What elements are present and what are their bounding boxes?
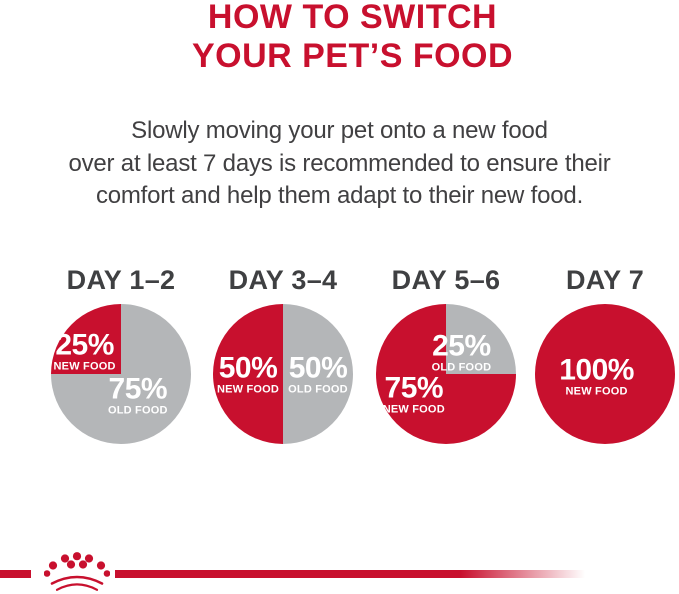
footer-accent-bar-right bbox=[115, 570, 595, 578]
day-label-3-4: DAY 3–4 bbox=[228, 265, 338, 295]
day-label-7: DAY 7 bbox=[565, 265, 645, 295]
pie3-old-food-name: OLD FOOD bbox=[431, 361, 492, 374]
page-title: HOW TO SWITCH YOUR PET’S FOOD bbox=[13, 0, 679, 76]
royal-canin-crown-icon bbox=[44, 552, 110, 591]
pie1-old-food-name: OLD FOOD bbox=[107, 404, 168, 417]
pie2-new-food-label: 50% NEW FOOD bbox=[216, 351, 280, 396]
pie4-new-food-label: 100% NEW FOOD bbox=[559, 353, 634, 398]
pie4-new-food-name: NEW FOOD bbox=[565, 385, 628, 398]
pie-chart-day-5-6: 75% NEW FOOD 25% OLD FOOD bbox=[376, 304, 516, 444]
pie-chart-day-3-4: 50% NEW FOOD 50% OLD FOOD bbox=[213, 304, 353, 444]
pie2-old-food-name: OLD FOOD bbox=[288, 383, 348, 396]
pie1-new-food-name: NEW FOOD bbox=[53, 360, 116, 373]
pie4-new-food-pct: 100% bbox=[559, 353, 634, 387]
pie3-new-food-label: 75% NEW FOOD bbox=[382, 371, 445, 416]
day-label-5-6: DAY 5–6 bbox=[391, 265, 501, 295]
page-title-line-1: HOW TO SWITCH bbox=[207, 0, 498, 36]
pie-chart-day-7: 100% NEW FOOD bbox=[535, 304, 675, 444]
intro-text: Slowly moving your pet onto a new food o… bbox=[0, 115, 679, 213]
pie3-old-food-pct: 25% bbox=[432, 329, 491, 363]
footer-accent-bar-left bbox=[0, 570, 31, 578]
intro-line: comfort and help them adapt to their new… bbox=[95, 182, 584, 209]
pie2-new-food-pct: 50% bbox=[218, 351, 278, 385]
pie1-new-food-pct: 25% bbox=[55, 328, 114, 362]
day-label-1-2: DAY 1–2 bbox=[66, 265, 176, 295]
page-title-line-2: YOUR PET’S FOOD bbox=[191, 37, 514, 75]
pie2-old-food-label: 50% OLD FOOD bbox=[288, 351, 348, 396]
intro-line: over at least 7 days is recommended to e… bbox=[68, 149, 611, 177]
pie1-old-food-label: 75% OLD FOOD bbox=[107, 372, 168, 417]
pie3-new-food-name: NEW FOOD bbox=[382, 403, 445, 416]
pie2-new-food-name: NEW FOOD bbox=[216, 383, 280, 396]
pie2-old-food-pct: 50% bbox=[288, 351, 348, 385]
pie3-new-food-pct: 75% bbox=[384, 371, 444, 405]
pie-chart-day-1-2: 25% NEW FOOD 75% OLD FOOD bbox=[51, 304, 191, 444]
pie1-new-food-label: 25% NEW FOOD bbox=[53, 328, 116, 373]
pie3-old-food-label: 25% OLD FOOD bbox=[431, 329, 492, 374]
pie1-old-food-pct: 75% bbox=[108, 372, 168, 406]
intro-line: Slowly moving your pet onto a new food bbox=[131, 117, 548, 144]
